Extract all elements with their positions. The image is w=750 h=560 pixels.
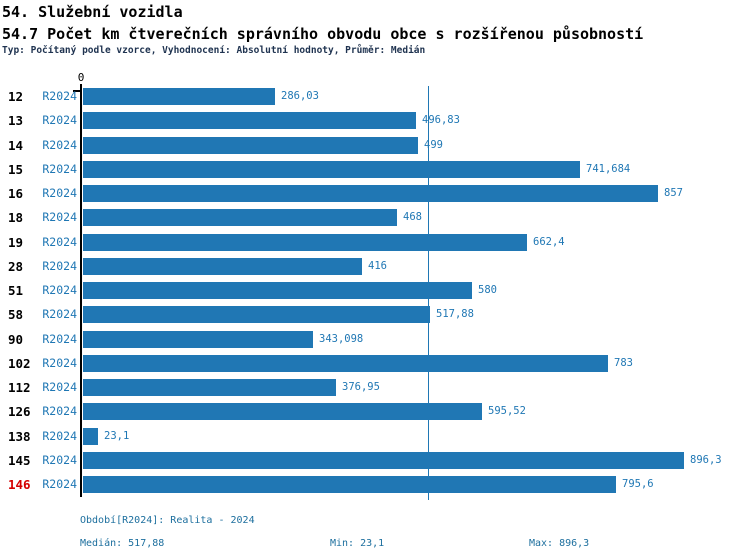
bar-value-label: 857 xyxy=(664,187,683,199)
row-period-label: R2024 xyxy=(42,332,77,346)
bar-value-label: 741,684 xyxy=(586,163,631,175)
bar xyxy=(83,137,418,154)
bar xyxy=(83,88,275,105)
bar-value-label: 286,03 xyxy=(281,90,319,102)
row-period-label: R2024 xyxy=(42,453,77,467)
bar-row: 58 R2024 517,88 xyxy=(0,306,750,323)
bar xyxy=(83,403,482,420)
bar xyxy=(83,452,684,469)
bar-row: 102 R2024 783 xyxy=(0,355,750,372)
bar xyxy=(83,234,527,251)
bar xyxy=(83,306,430,323)
row-category-label: 102 xyxy=(8,356,31,371)
row-category-label: 18 xyxy=(8,210,24,225)
row-period-label: R2024 xyxy=(42,380,77,394)
row-category-label: 16 xyxy=(8,186,24,201)
bar-value-label: 896,3 xyxy=(690,454,722,466)
indicator-meta-line: Typ: Počítaný podle vzorce, Vyhodnocení:… xyxy=(2,45,426,56)
bar-row: 12 R2024 286,03 xyxy=(0,88,750,105)
bar-row: 14 R2024 499 xyxy=(0,137,750,154)
bar xyxy=(83,209,397,226)
bar-row: 126 R2024 595,52 xyxy=(0,403,750,420)
row-category-label: 126 xyxy=(8,404,31,419)
row-period-label: R2024 xyxy=(42,404,77,418)
footer-median-label: Medián: 517,88 xyxy=(80,538,165,549)
bar-row: 18 R2024 468 xyxy=(0,209,750,226)
row-period-label: R2024 xyxy=(42,356,77,370)
bar-value-label: 783 xyxy=(614,357,633,369)
footer-max-label: Max: 896,3 xyxy=(529,538,590,549)
bar-value-label: 517,88 xyxy=(436,308,474,320)
bar-value-label: 468 xyxy=(403,211,422,223)
bar-row: 28 R2024 416 xyxy=(0,258,750,275)
bar xyxy=(83,428,98,445)
bar xyxy=(83,282,472,299)
bar-row: 15 R2024 741,684 xyxy=(0,161,750,178)
bar-value-label: 496,83 xyxy=(422,114,460,126)
row-category-label: 51 xyxy=(8,283,24,298)
bar xyxy=(83,258,362,275)
bar-row: 145 R2024 896,3 xyxy=(0,452,750,469)
bar-value-label: 416 xyxy=(368,260,387,272)
row-category-label: 19 xyxy=(8,235,24,250)
bar-row: 19 R2024 662,4 xyxy=(0,234,750,251)
row-category-label: 90 xyxy=(8,332,24,347)
y-axis-line xyxy=(80,84,82,497)
row-period-label: R2024 xyxy=(42,259,77,273)
bar-value-label: 795,6 xyxy=(622,478,654,490)
bar-row: 138 R2024 23,1 xyxy=(0,428,750,445)
bar xyxy=(83,161,580,178)
bar-row: 16 R2024 857 xyxy=(0,185,750,202)
row-period-label: R2024 xyxy=(42,429,77,443)
row-period-label: R2024 xyxy=(42,138,77,152)
bar xyxy=(83,185,658,202)
bar-value-label: 595,52 xyxy=(488,405,526,417)
y-axis-top-tick xyxy=(73,90,81,92)
footer-period-label: Období[R2024]: Realita - 2024 xyxy=(80,515,255,526)
bar-row: 90 R2024 343,098 xyxy=(0,331,750,348)
row-period-label: R2024 xyxy=(42,235,77,249)
bar-row: 51 R2024 580 xyxy=(0,282,750,299)
bar-row: 146 R2024 795,6 xyxy=(0,476,750,493)
row-period-label: R2024 xyxy=(42,283,77,297)
bar xyxy=(83,112,416,129)
row-period-label: R2024 xyxy=(42,89,77,103)
row-category-label: 58 xyxy=(8,307,24,322)
row-period-label: R2024 xyxy=(42,162,77,176)
row-category-label: 14 xyxy=(8,138,24,153)
row-category-label: 112 xyxy=(8,380,31,395)
bar-row: 13 R2024 496,83 xyxy=(0,112,750,129)
x-axis-zero-tick-label: 0 xyxy=(77,71,85,84)
bar-value-label: 662,4 xyxy=(533,236,565,248)
bar-value-label: 343,098 xyxy=(319,333,364,345)
bar xyxy=(83,476,616,493)
row-period-label: R2024 xyxy=(42,307,77,321)
page-title: 54. Služební vozidla xyxy=(2,3,183,21)
bar-value-label: 499 xyxy=(424,139,443,151)
row-period-label: R2024 xyxy=(42,113,77,127)
row-category-label: 146 xyxy=(8,477,31,492)
bar-value-label: 376,95 xyxy=(342,381,380,393)
bar-row: 112 R2024 376,95 xyxy=(0,379,750,396)
row-category-label: 28 xyxy=(8,259,24,274)
row-period-label: R2024 xyxy=(42,210,77,224)
row-category-label: 13 xyxy=(8,113,24,128)
indicator-title: 54.7 Počet km čtverečních správního obvo… xyxy=(2,25,644,43)
row-category-label: 15 xyxy=(8,162,24,177)
row-category-label: 138 xyxy=(8,429,31,444)
row-category-label: 145 xyxy=(8,453,31,468)
row-category-label: 12 xyxy=(8,89,24,104)
bar-value-label: 23,1 xyxy=(104,430,130,442)
row-period-label: R2024 xyxy=(42,186,77,200)
bar xyxy=(83,331,313,348)
footer-min-label: Min: 23,1 xyxy=(330,538,385,549)
bar xyxy=(83,355,608,372)
bar-value-label: 580 xyxy=(478,284,497,296)
bar xyxy=(83,379,336,396)
row-period-label: R2024 xyxy=(42,477,77,491)
